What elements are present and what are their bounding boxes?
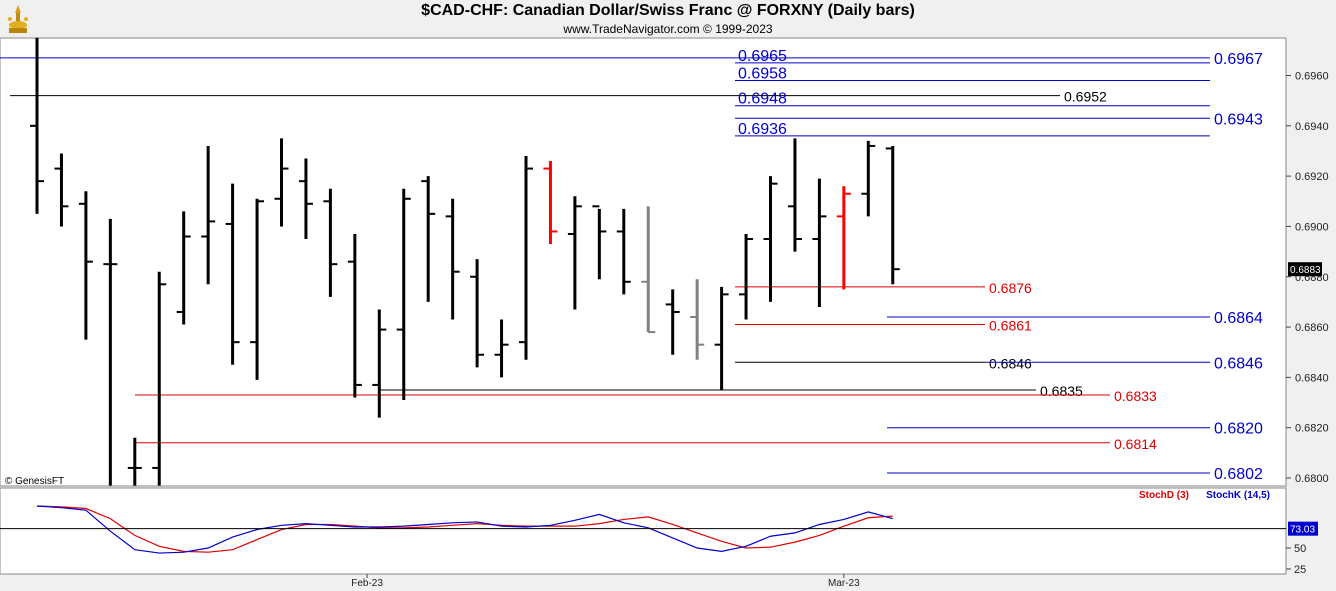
- stoch-axis: 50 25 73.03: [1286, 521, 1318, 576]
- level-label: 0.6936: [738, 121, 787, 138]
- level-label: 0.6864: [1214, 310, 1263, 327]
- stochastic-lines: [0, 505, 1286, 554]
- date-tick-label: Mar-23: [828, 578, 860, 589]
- price-tick-label: 0.6900: [1295, 221, 1329, 233]
- stoch-last-label: 73.03: [1290, 525, 1315, 536]
- price-tick-label: 0.6800: [1295, 473, 1329, 485]
- level-label: 0.6814: [1114, 436, 1157, 452]
- stoch-line: [36, 505, 893, 554]
- legend-stochd: StochD (3): [1139, 490, 1189, 501]
- gold-trophy-icon: [8, 5, 28, 33]
- level-label: 0.6876: [989, 280, 1032, 296]
- stoch-tick-label: 50: [1294, 543, 1306, 555]
- price-tick-label: 0.6840: [1295, 372, 1329, 384]
- level-label: 0.6846: [989, 355, 1032, 371]
- price-tick-label: 0.6940: [1295, 121, 1329, 133]
- level-label: 0.6833: [1114, 388, 1157, 404]
- price-tick-label: 0.6920: [1295, 171, 1329, 183]
- stoch-panel: [0, 487, 1287, 575]
- level-label: 0.6835: [1040, 383, 1083, 399]
- chart-title: $CAD-CHF: Canadian Dollar/Swiss Franc @ …: [421, 2, 915, 19]
- chart-subtitle: www.TradeNavigator.com © 1999-2023: [563, 22, 773, 36]
- date-tick-label: Feb-23: [351, 578, 383, 589]
- level-label: 0.6802: [1214, 466, 1263, 483]
- level-label: 0.6846: [1214, 355, 1263, 372]
- price-panel: [0, 37, 1287, 487]
- legend-stochk: StochK (14,5): [1206, 490, 1270, 501]
- price-axis: 0.68000.68200.68400.68600.68800.69000.69…: [1285, 38, 1329, 486]
- level-label: 0.6952: [1064, 89, 1107, 105]
- level-label: 0.6943: [1214, 111, 1263, 128]
- last-price-badge: [1288, 262, 1322, 277]
- price-tick-label: 0.6820: [1295, 423, 1329, 435]
- last-price-label: 0.6883: [1290, 265, 1321, 276]
- level-label: 0.6948: [738, 91, 787, 108]
- level-label: 0.6967: [1214, 51, 1263, 68]
- level-label: 0.6861: [989, 318, 1032, 334]
- price-tick-label: 0.6960: [1295, 71, 1329, 83]
- stoch-tick-label: 25: [1294, 564, 1306, 576]
- level-label: 0.6958: [738, 66, 787, 83]
- stoch-last-badge: [1288, 521, 1318, 536]
- watermark: © GenesisFT: [5, 476, 64, 487]
- stoch-line: [36, 505, 893, 553]
- ohlc-bars: [30, 37, 900, 486]
- level-label: 0.6820: [1214, 421, 1263, 438]
- chart-header: $CAD-CHF: Canadian Dollar/Swiss Franc @ …: [0, 0, 1336, 38]
- date-axis: Feb-23 Mar-23: [351, 574, 860, 589]
- price-tick-label: 0.6860: [1295, 322, 1329, 334]
- level-label: 0.6965: [738, 48, 787, 65]
